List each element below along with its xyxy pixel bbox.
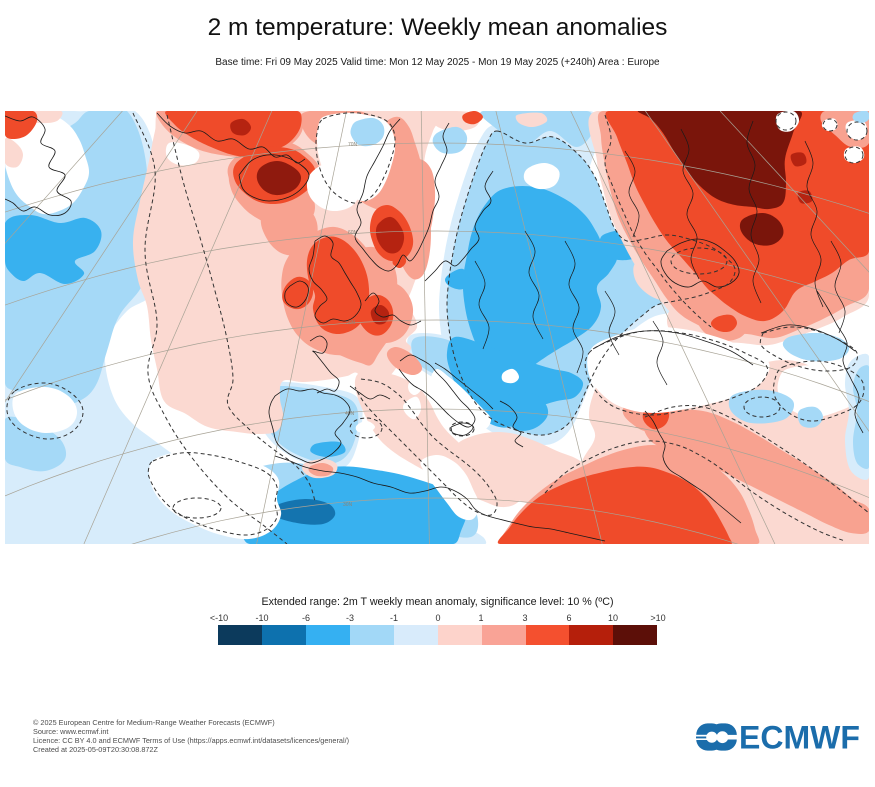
- svg-text:40N: 40N: [345, 411, 355, 417]
- svg-text:70N: 70N: [348, 142, 358, 148]
- svg-text:60N: 60N: [348, 230, 358, 236]
- svg-text:50N: 50N: [346, 320, 356, 326]
- svg-text:ECMWF: ECMWF: [739, 723, 859, 752]
- svg-text:30N: 30N: [343, 502, 353, 508]
